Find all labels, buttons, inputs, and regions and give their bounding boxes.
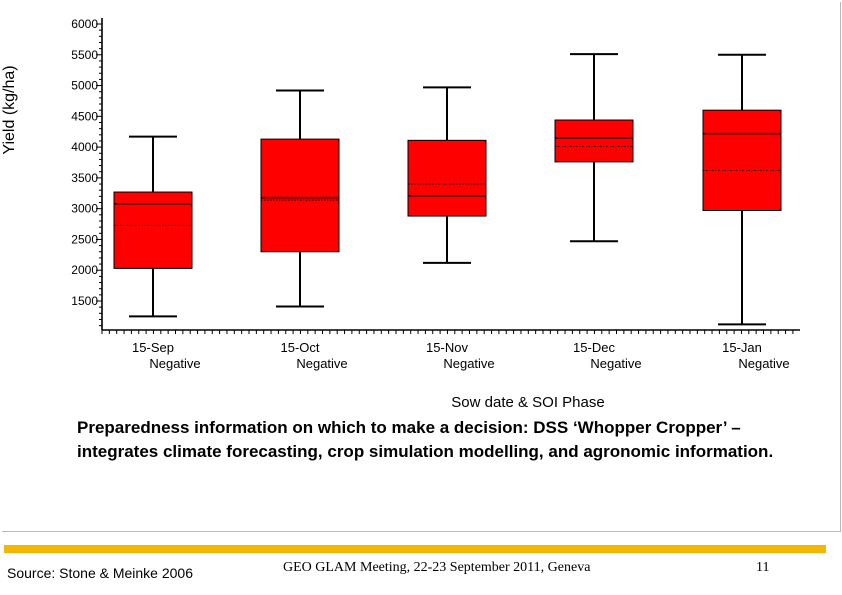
footer-source: Source: Stone & Meinke 2006 [7, 565, 194, 581]
x-tick-labels: 15-SepNegative15-OctNegative15-NovNegati… [132, 340, 790, 371]
y-tick-label: 5000 [71, 79, 98, 93]
y-tick-label: 1500 [71, 294, 98, 308]
y-tick-label: 4500 [71, 109, 98, 123]
y-tick-label: 3500 [71, 171, 98, 185]
x-tick-date: 15-Nov [426, 340, 468, 355]
x-tick-phase: Negative [296, 356, 347, 371]
box-15-Oct [260, 89, 340, 308]
x-tick-phase: Negative [738, 356, 789, 371]
iqr-box [554, 119, 634, 163]
caption: Preparedness information on which to mak… [77, 418, 774, 461]
y-tick-label: 3000 [71, 202, 98, 216]
iqr-box [113, 191, 193, 269]
x-axis-label: Sow date & SOI Phase [451, 394, 604, 411]
iqr-box [702, 109, 782, 212]
x-tick-phase: Negative [149, 356, 200, 371]
box-15-Dec [554, 53, 634, 243]
page-number: 11 [756, 560, 770, 575]
y-tick-label: 5500 [71, 48, 98, 62]
x-tick-date: 15-Jan [722, 340, 762, 355]
x-tick-date: 15-Oct [280, 340, 319, 355]
iqr-box [407, 139, 487, 217]
slide-frame [2, 2, 841, 532]
x-tick-phase: Negative [443, 356, 494, 371]
x-tick-date: 15-Sep [132, 340, 174, 355]
iqr-box [260, 138, 340, 253]
y-tick-label: 2000 [71, 263, 98, 277]
box-15-Sep [113, 135, 193, 318]
x-tick-phase: Negative [590, 356, 641, 371]
y-tick-label: 2500 [71, 232, 98, 246]
y-tick-label: 4000 [71, 140, 98, 154]
box-15-Jan [702, 53, 782, 326]
boxes [113, 53, 782, 326]
x-tick-date: 15-Dec [573, 340, 615, 355]
axes: 1500 2000 2500 3000 3500 4000 4500 5000 5500 6000 [71, 17, 800, 334]
boxplot-chart: Yield (kg/ha) Sow date & SOI Phase 1500 2… [1, 17, 800, 411]
y-tick-label: 6000 [71, 17, 98, 31]
footer-meeting: GEO GLAM Meeting, 22-23 September 2011, … [283, 560, 591, 575]
footer-bar [4, 545, 826, 553]
box-15-Nov [407, 86, 487, 264]
y-axis-label: Yield (kg/ha) [1, 65, 18, 154]
